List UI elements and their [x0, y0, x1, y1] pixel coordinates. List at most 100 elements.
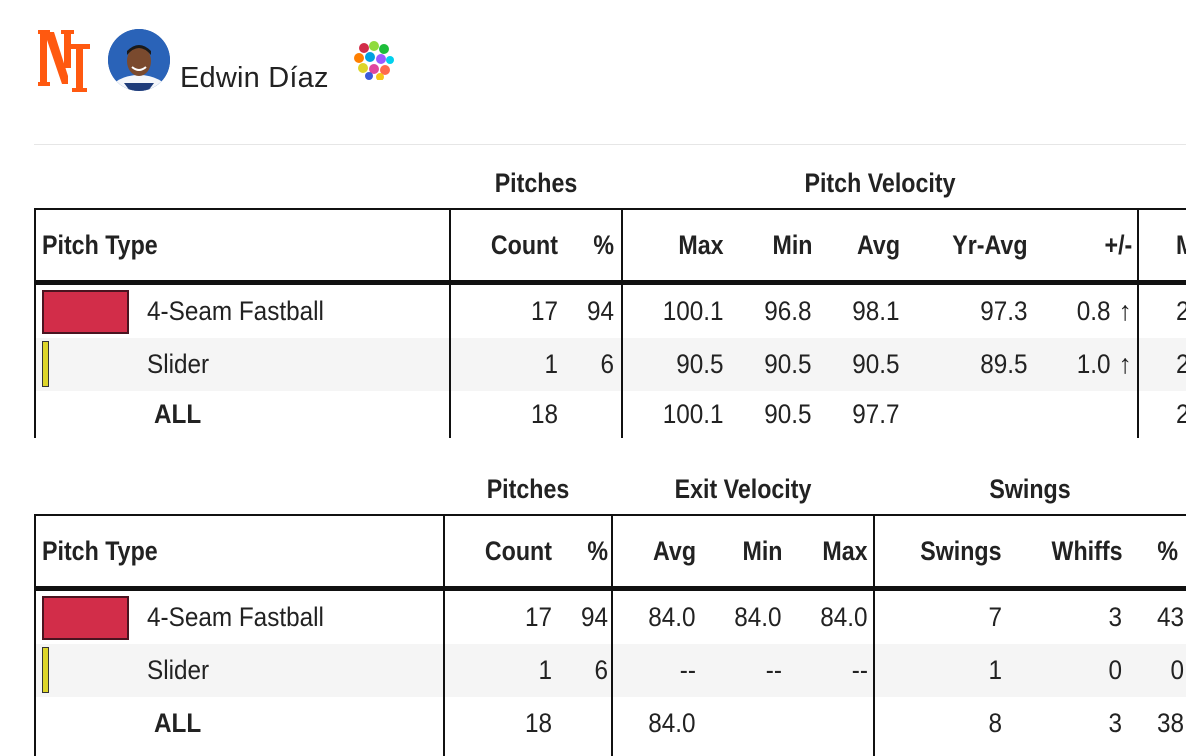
- col-pct[interactable]: %: [593, 229, 614, 260]
- avg-value: 90.5: [852, 349, 900, 379]
- delta-value: 0.8 ↑: [1076, 296, 1133, 326]
- player-name: Edwin Díaz: [180, 62, 329, 94]
- next-value-truncated: 2: [1176, 338, 1186, 391]
- delta-value: 1.0 ↑: [1076, 349, 1133, 379]
- col-count[interactable]: Count: [490, 229, 558, 260]
- max-ev-value: --: [851, 655, 868, 685]
- pitch-name: ALL: [154, 399, 202, 429]
- whiffs-value: 3: [1108, 602, 1122, 632]
- whiff-pct-value: 43: [1156, 602, 1184, 632]
- slider-color-swatch: [42, 647, 49, 693]
- count-value: 1: [538, 655, 552, 685]
- player-header: Edwin Díaz: [0, 0, 1186, 120]
- next-value-truncated: 2: [1176, 391, 1186, 438]
- column-rule: [873, 516, 875, 756]
- fastball-color-swatch: [42, 596, 129, 640]
- pitch-name: 4-Seam Fastball: [147, 296, 324, 326]
- group-pitches: Pitches: [486, 474, 570, 504]
- column-rule: [611, 516, 613, 756]
- pitch-name: Slider: [147, 655, 210, 685]
- max-value: 100.1: [663, 399, 724, 429]
- header-divider: [34, 144, 1186, 145]
- avg-value: 97.7: [852, 399, 900, 429]
- col-pitch-type[interactable]: Pitch Type: [42, 229, 158, 260]
- group-pitch-velocity: Pitch Velocity: [804, 168, 956, 198]
- count-value: 18: [524, 708, 552, 738]
- col-yr-avg[interactable]: Yr-Avg: [952, 229, 1028, 260]
- group-pitches: Pitches: [494, 168, 578, 198]
- whiff-pct-value: 38: [1156, 708, 1184, 738]
- group-exit-velocity: Exit Velocity: [674, 474, 812, 504]
- min-ev-value: --: [765, 655, 782, 685]
- col-avg[interactable]: Avg: [652, 535, 696, 566]
- whiffs-value: 0: [1108, 655, 1122, 685]
- column-rule: [621, 210, 623, 438]
- min-value: 96.8: [764, 296, 812, 326]
- count-value: 18: [530, 399, 558, 429]
- avatar[interactable]: [108, 29, 170, 91]
- player-headshot: [108, 29, 170, 91]
- table-row-total[interactable]: ALL 18 100.1 90.5 97.7 2: [34, 391, 1186, 438]
- avg-ev-value: 84.0: [648, 708, 696, 738]
- slider-color-swatch: [42, 341, 49, 387]
- group-swings: Swings: [989, 474, 1071, 504]
- col-min[interactable]: Min: [772, 229, 812, 260]
- col-avg[interactable]: Avg: [856, 229, 900, 260]
- pct-value: 6: [594, 655, 608, 685]
- col-min[interactable]: Min: [742, 535, 782, 566]
- avg-value: 98.1: [852, 296, 900, 326]
- pitch-name: 4-Seam Fastball: [147, 602, 324, 632]
- table-row[interactable]: Slider 1 6 -- -- -- 1 0 0: [34, 644, 1186, 697]
- column-rule: [34, 210, 36, 438]
- pitch-velocity-table: Pitch Type Count % Max Min Avg Yr-Avg +/…: [34, 208, 1186, 438]
- pitch-name: Slider: [147, 349, 210, 379]
- col-swings[interactable]: Swings: [920, 535, 1002, 566]
- col-delta[interactable]: +/-: [1104, 229, 1132, 260]
- count-value: 17: [524, 602, 552, 632]
- pct-value: 6: [600, 349, 614, 379]
- column-rule: [1137, 210, 1139, 438]
- swings-value: 7: [988, 602, 1002, 632]
- swings-value: 8: [988, 708, 1002, 738]
- ny-mets-logo[interactable]: [38, 26, 92, 94]
- pct-value: 94: [586, 296, 614, 326]
- colored-dots-icon[interactable]: [352, 40, 394, 80]
- col-max[interactable]: Max: [678, 229, 724, 260]
- max-ev-value: 84.0: [820, 602, 868, 632]
- min-value: 90.5: [764, 349, 812, 379]
- table-row[interactable]: Slider 1 6 90.5 90.5 90.5 89.5 1.0↑ 2: [34, 338, 1186, 391]
- col-max[interactable]: Max: [822, 535, 868, 566]
- max-value: 100.1: [663, 296, 724, 326]
- header-rule: [34, 586, 1186, 591]
- column-rule: [443, 516, 445, 756]
- max-value: 90.5: [676, 349, 724, 379]
- table-row[interactable]: 4-Seam Fastball 17 94 84.0 84.0 84.0 7 3…: [34, 591, 1186, 644]
- col-next-truncated[interactable]: M: [1176, 210, 1186, 280]
- exit-velocity-table: Pitch Type Count % Avg Min Max Swings Wh…: [34, 514, 1186, 756]
- pitch-name: ALL: [154, 708, 202, 738]
- whiffs-value: 3: [1108, 708, 1122, 738]
- min-value: 90.5: [764, 399, 812, 429]
- column-rule: [449, 210, 451, 438]
- col-whiff-pct[interactable]: %: [1157, 535, 1178, 566]
- arrow-up-icon: ↑: [1118, 296, 1133, 326]
- arrow-up-icon: ↑: [1118, 349, 1133, 379]
- fastball-color-swatch: [42, 290, 129, 334]
- col-count[interactable]: Count: [484, 535, 552, 566]
- next-value-truncated: 2: [1176, 285, 1186, 338]
- table-row-total[interactable]: ALL 18 84.0 8 3 38: [34, 697, 1186, 750]
- pct-value: 94: [580, 602, 608, 632]
- table-header-row: Pitch Type Count % Avg Min Max Swings Wh…: [34, 516, 1186, 586]
- yr-avg-value: 97.3: [980, 296, 1028, 326]
- avg-ev-value: 84.0: [648, 602, 696, 632]
- min-ev-value: 84.0: [734, 602, 782, 632]
- col-whiffs[interactable]: Whiffs: [1051, 535, 1122, 566]
- yr-avg-value: 89.5: [980, 349, 1028, 379]
- col-pct[interactable]: %: [587, 535, 608, 566]
- swings-value: 1: [988, 655, 1002, 685]
- col-pitch-type[interactable]: Pitch Type: [42, 535, 158, 566]
- table-row[interactable]: 4-Seam Fastball 17 94 100.1 96.8 98.1 97…: [34, 285, 1186, 338]
- count-value: 1: [544, 349, 558, 379]
- whiff-pct-value: 0: [1170, 655, 1184, 685]
- avg-ev-value: --: [679, 655, 696, 685]
